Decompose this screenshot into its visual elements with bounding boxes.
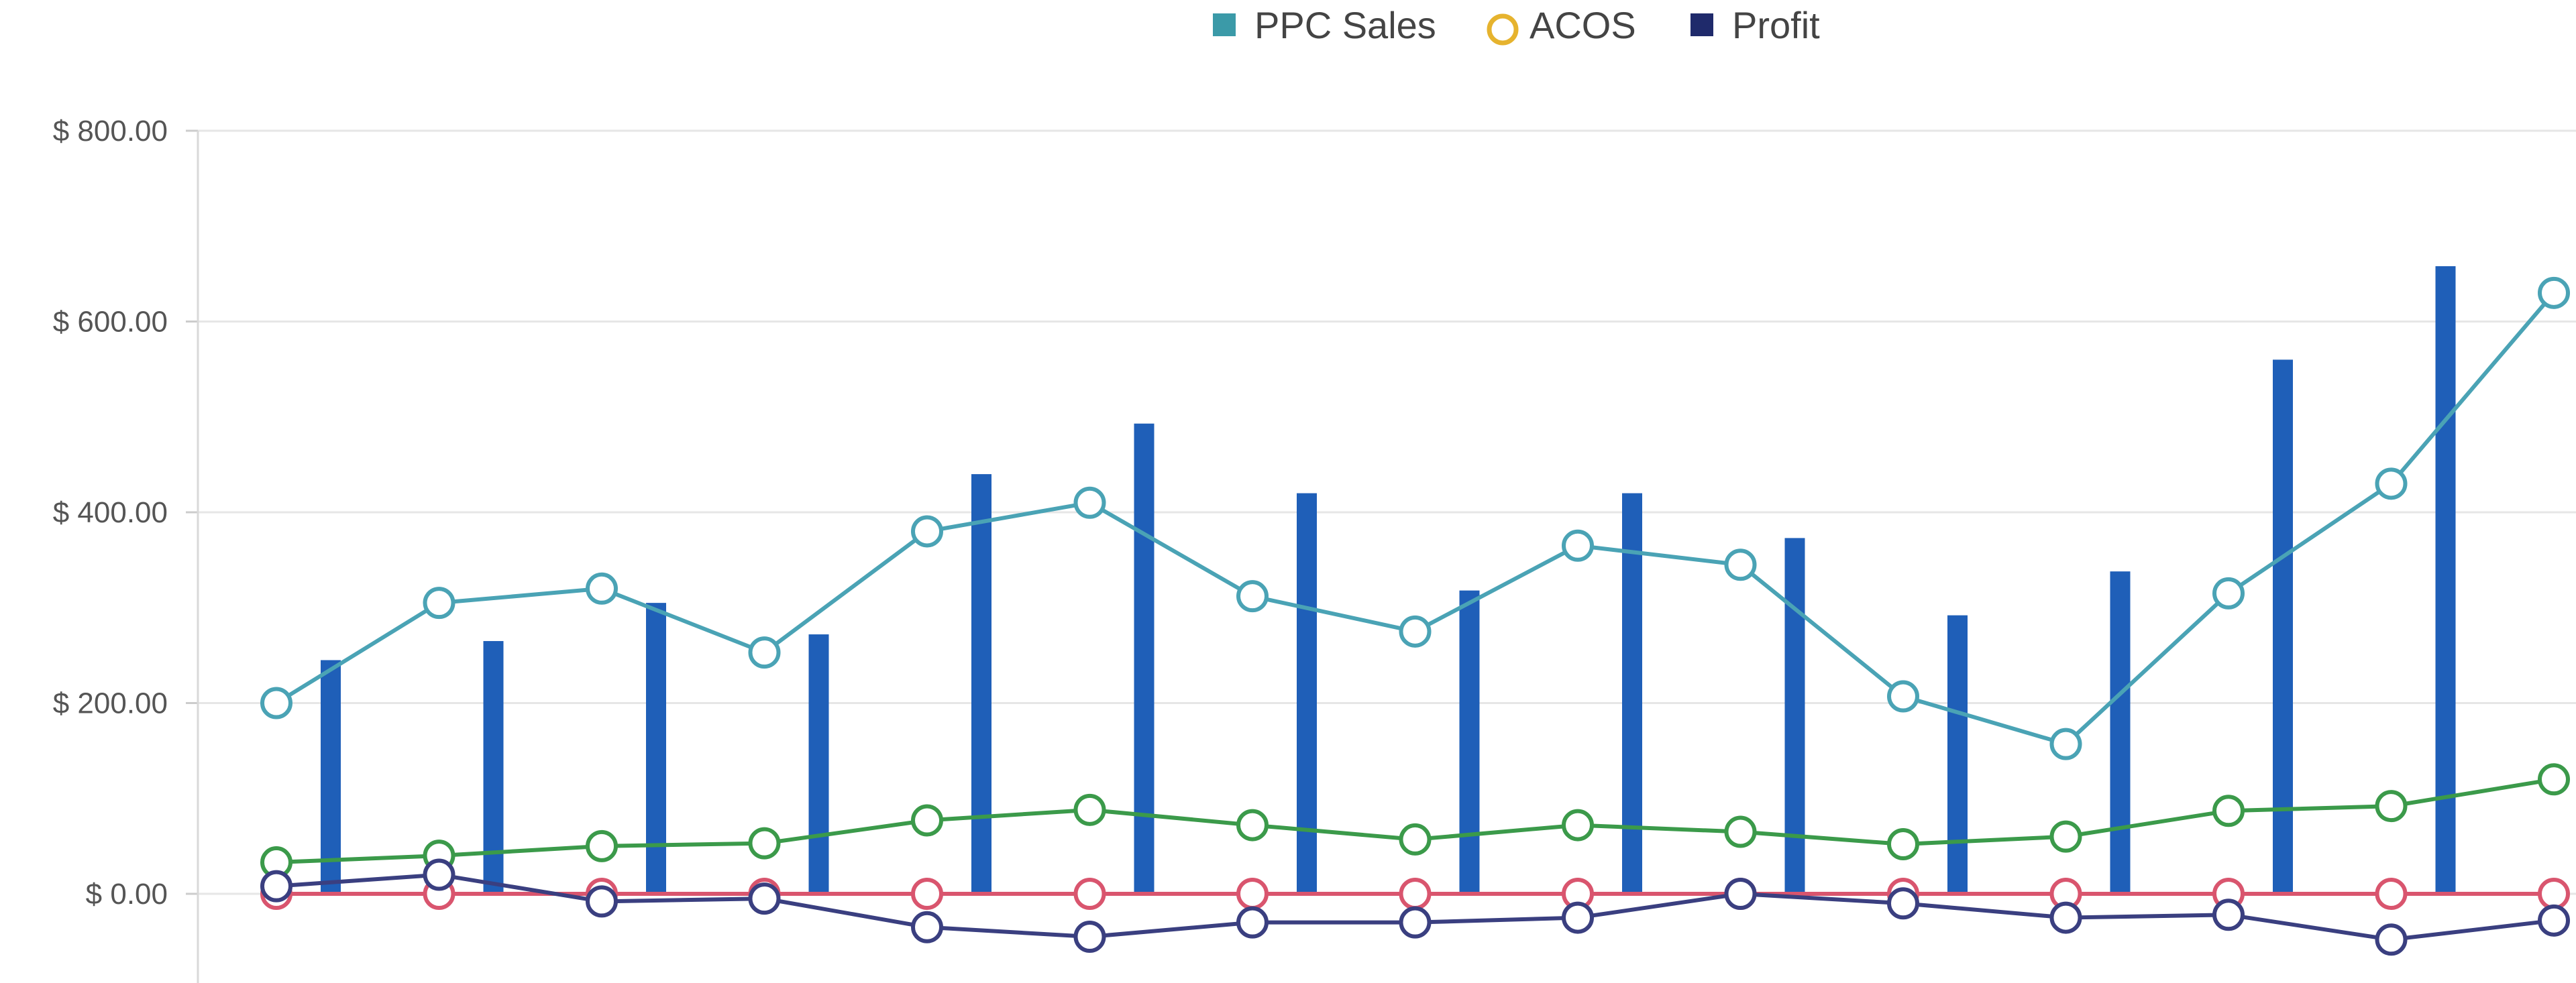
series-point-3: [2212, 899, 2245, 931]
bar: [1947, 615, 1968, 894]
series-point-0: [260, 687, 292, 719]
bar: [1784, 538, 1805, 894]
series-point-0: [2049, 728, 2082, 760]
bar: [808, 634, 829, 894]
series-point-3: [2375, 923, 2408, 956]
bar: [2273, 359, 2293, 894]
series-point-0: [2375, 467, 2408, 500]
series-point-2: [2375, 878, 2408, 910]
series-point-3: [748, 882, 781, 915]
series-point-0: [423, 587, 455, 620]
series-point-0: [1236, 580, 1269, 613]
bar: [321, 660, 341, 894]
series-point-0: [1073, 486, 1106, 519]
y-tick-label: $ 200.00: [53, 687, 168, 720]
series-point-3: [2538, 904, 2570, 937]
bar: [646, 603, 666, 894]
series-point-0: [1399, 615, 1432, 648]
series-point-2: [2538, 878, 2570, 910]
series-point-3: [1724, 878, 1757, 910]
series-point-0: [1724, 548, 1757, 581]
series-point-0: [1562, 529, 1594, 562]
gridlines: [198, 129, 2576, 895]
series-point-0: [1887, 680, 1919, 713]
series-point-3: [1073, 921, 1106, 953]
bar: [971, 474, 991, 894]
series-point-3: [1399, 906, 1432, 939]
series-point-2: [911, 878, 943, 910]
series-point-0: [2538, 276, 2570, 309]
series-point-1: [586, 829, 618, 862]
y-tick-label: $ 0.00: [86, 878, 168, 911]
y-tick-label: $ 800.00: [53, 115, 168, 148]
series-point-3: [1562, 901, 1594, 934]
bar: [2110, 571, 2131, 894]
bar: [1134, 423, 1155, 894]
legend-marker-acos: [1487, 13, 1519, 46]
series-point-3: [260, 870, 292, 903]
series-point-1: [2049, 820, 2082, 853]
series-point-0: [2212, 577, 2245, 610]
bar: [2435, 266, 2456, 894]
line-series: [260, 276, 2570, 956]
series-point-1: [911, 804, 943, 837]
legend-label-acos: ACOS: [1529, 4, 1636, 46]
bar: [483, 641, 504, 894]
series-point-1: [2212, 795, 2245, 827]
series-point-3: [1236, 906, 1269, 939]
series-point-0: [586, 572, 618, 605]
bar-series: [321, 266, 2456, 894]
series-point-3: [423, 858, 455, 891]
series-point-0: [748, 636, 781, 669]
series-point-2: [1399, 878, 1432, 910]
series-point-3: [586, 885, 618, 918]
legend-label-profit: Profit: [1732, 4, 1820, 46]
bar: [1459, 590, 1480, 894]
series-point-3: [911, 911, 943, 943]
y-axis-ticks: $ 0.00 $ 200.00 $ 400.00 $ 600.00 $ 800.00: [53, 115, 198, 911]
series-point-1: [1399, 823, 1432, 856]
series-point-1: [2375, 790, 2408, 823]
series-point-1: [1236, 809, 1269, 842]
y-tick-label: $ 600.00: [53, 306, 168, 339]
legend-swatch-ppc-sales: [1213, 13, 1236, 36]
series-point-1: [748, 827, 781, 860]
series-point-2: [1073, 878, 1106, 910]
series-line-0: [275, 291, 2556, 746]
legend: PPC Sales ACOS Profit: [1213, 4, 1820, 46]
series-point-0: [911, 515, 943, 548]
series-point-2: [1236, 878, 1269, 910]
series-point-1: [1887, 828, 1919, 861]
series-point-1: [1562, 809, 1594, 842]
series-point-3: [1887, 887, 1919, 920]
series-point-1: [1073, 793, 1106, 826]
bar: [1297, 493, 1317, 894]
legend-label-ppc-sales: PPC Sales: [1254, 4, 1436, 46]
series-point-3: [2049, 901, 2082, 934]
series-point-1: [1724, 815, 1757, 848]
y-tick-label: $ 400.00: [53, 496, 168, 529]
series-point-1: [2538, 763, 2570, 796]
legend-swatch-profit: [1690, 13, 1713, 36]
